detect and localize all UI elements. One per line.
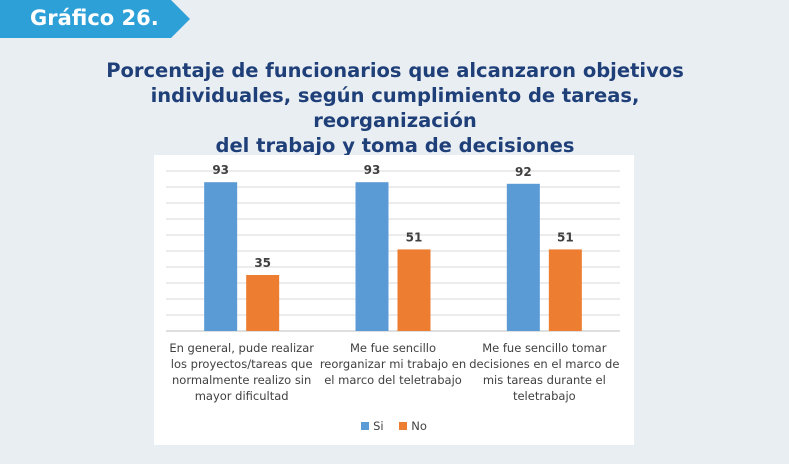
data-label-no-2: 51	[406, 230, 423, 244]
chart-legend: Si No	[154, 419, 634, 433]
category-label-1: En general, pude realizar los proyectos/t…	[166, 340, 318, 404]
chart-title-line: Porcentaje de funcionarios que alcanzaro…	[106, 59, 684, 82]
data-label-si-2: 93	[364, 163, 381, 177]
bar-chart: 93 93 92 35 51 51	[166, 163, 620, 332]
category-label-line: normalmente realizo sin	[172, 373, 312, 387]
chart-panel: 93 93 92 35 51 51 En general, pude realizar lo…	[154, 155, 634, 445]
legend-label-si: Si	[373, 419, 384, 433]
legend-label-no: No	[411, 419, 427, 433]
category-label-2: Me fue sencillo reorganizar mi trabajo en…	[317, 340, 469, 388]
bar-si-2	[355, 182, 389, 331]
data-label-no-3: 51	[557, 230, 574, 244]
chart-title-line: del trabajo y toma de decisiones	[215, 134, 575, 157]
bar-no-1	[246, 275, 280, 331]
chart-title-line: individuales, según cumplimiento de tare…	[150, 84, 640, 132]
data-label-si-1: 93	[212, 163, 229, 177]
legend-swatch-si	[361, 422, 370, 430]
bar-no-3	[548, 249, 582, 331]
legend-swatch-no	[399, 422, 408, 430]
data-label-no-1: 35	[254, 256, 271, 270]
category-label-line: decisiones en el marco de	[469, 357, 620, 371]
bar-si-3	[506, 183, 540, 331]
badge-background-shape	[0, 0, 190, 38]
legend-item-si: Si	[361, 419, 384, 433]
category-label-line: los proyectos/tareas que	[170, 357, 313, 371]
figure-number-badge: Gráfico 26.	[0, 0, 190, 38]
category-label-line: el marco del teletrabajo	[324, 373, 462, 387]
bar-si-1	[204, 182, 238, 331]
category-label-line: mayor dificultad	[194, 389, 289, 403]
data-label-si-3: 92	[515, 165, 532, 179]
category-label-line: reorganizar mi trabajo en	[319, 357, 467, 371]
category-label-line: Me fue sencillo tomar	[482, 341, 607, 355]
chart-title: Porcentaje de funcionarios que alcanzaro…	[80, 58, 710, 158]
category-label-line: Me fue sencillo	[349, 341, 437, 355]
category-label-3: Me fue sencillo tomar decisiones en el ma…	[468, 340, 620, 404]
category-label-line: En general, pude realizar	[169, 341, 314, 355]
bar-no-2	[397, 249, 431, 331]
figure-number-label: Gráfico 26.	[30, 6, 159, 30]
category-label-line: mis tareas durante el	[482, 373, 606, 387]
category-label-line: teletrabajo	[512, 389, 576, 403]
legend-item-no: No	[399, 419, 427, 433]
